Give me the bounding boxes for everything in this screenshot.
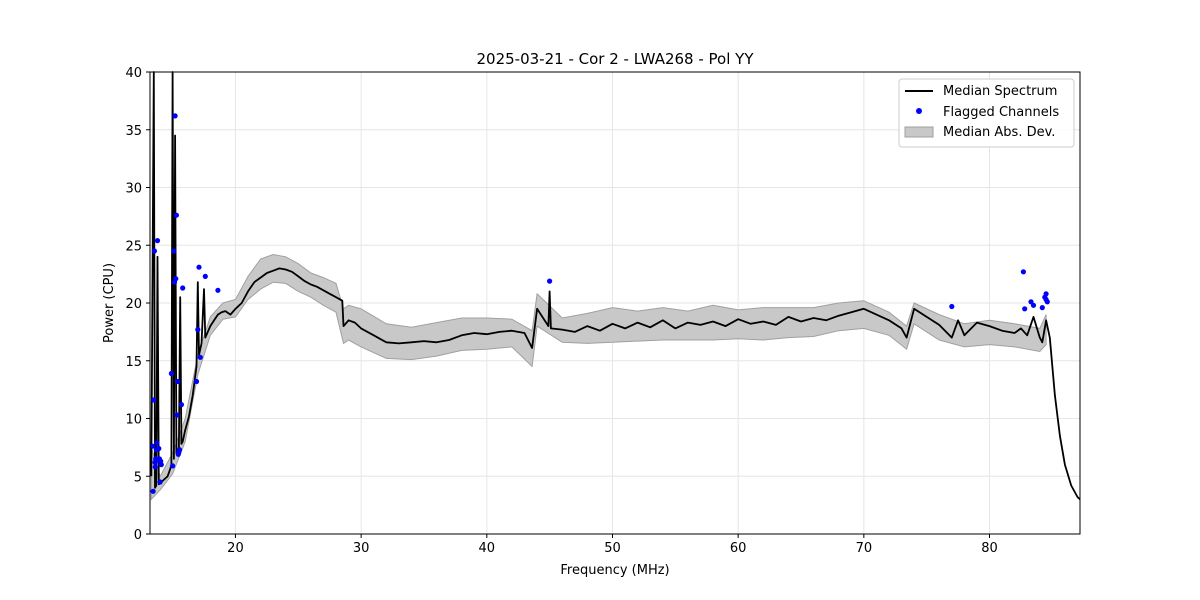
x-tick-label: 30 — [353, 541, 370, 556]
flagged-channel-point — [949, 303, 955, 310]
y-tick-label: 10 — [125, 413, 142, 428]
x-tick-label: 40 — [479, 541, 496, 556]
flagged-channel-point — [174, 412, 180, 418]
legend-mad-label: Median Abs. Dev. — [943, 125, 1055, 140]
x-tick-label: 20 — [227, 541, 244, 556]
flagged-channel-point — [180, 285, 186, 291]
flagged-channel-point — [154, 440, 160, 446]
legend-box — [898, 78, 1075, 148]
flagged-points-layer — [149, 113, 1050, 494]
flagged-channel-point — [170, 463, 176, 469]
flagged-channel-point — [195, 327, 201, 333]
flagged-channel-point — [1022, 306, 1028, 312]
flagged-channel-point — [173, 276, 179, 282]
legend-median-label: Median Spectrum — [943, 84, 1057, 99]
flagged-channel-point — [151, 248, 157, 254]
flagged-channel-point — [171, 248, 177, 254]
x-axis-label: Frequency (MHz) — [560, 563, 669, 578]
y-tick-label: 30 — [125, 182, 142, 197]
flagged-channel-point — [1039, 305, 1045, 311]
median-spectrum-line — [150, 71, 1081, 501]
x-tick-label: 60 — [730, 541, 747, 556]
flagged-channel-point — [215, 287, 221, 293]
median-line-layer — [150, 71, 1081, 501]
flagged-channel-point — [1043, 291, 1049, 297]
flagged-channel-point — [173, 212, 179, 218]
x-tick-label: 80 — [981, 541, 998, 556]
flagged-channel-point — [197, 354, 203, 360]
y-tick-label: 35 — [125, 124, 142, 139]
flagged-channel-point — [202, 273, 208, 279]
flagged-channel-point — [1030, 302, 1037, 308]
flagged-channel-point — [150, 488, 156, 494]
flagged-channel-point — [1044, 299, 1050, 305]
legend-flagged-label: Flagged Channels — [943, 105, 1059, 120]
chart-title: 2025-03-21 - Cor 2 - LWA268 - Pol YY — [477, 50, 755, 68]
flagged-channel-point — [149, 443, 156, 449]
mad-band-layer — [150, 253, 1047, 501]
y-axis-ticks: 0 5 10 15 20 25 30 35 40 — [125, 66, 150, 543]
flagged-channel-point — [193, 378, 200, 385]
flagged-channel-point — [196, 264, 202, 270]
flagged-channel-point — [158, 462, 164, 468]
flagged-channel-point — [175, 378, 181, 385]
flagged-channel-point — [151, 397, 157, 403]
flagged-channel-point — [178, 402, 184, 408]
flagged-channel-point — [156, 445, 162, 452]
flagged-channel-point — [154, 238, 161, 244]
x-tick-label: 50 — [604, 541, 621, 556]
legend-mad-swatch — [904, 126, 934, 138]
y-tick-label: 40 — [125, 66, 142, 81]
flagged-channel-point — [1020, 269, 1026, 275]
y-tick-label: 20 — [125, 297, 142, 312]
flagged-channel-point — [152, 464, 158, 470]
y-tick-label: 25 — [125, 239, 142, 254]
legend-flagged-swatch — [916, 108, 922, 114]
legend: Median Spectrum Flagged Channels Median … — [898, 78, 1075, 148]
x-tick-label: 70 — [856, 541, 873, 556]
y-tick-label: 0 — [134, 528, 142, 543]
flagged-channel-point — [172, 113, 178, 119]
flagged-channel-point — [157, 479, 163, 485]
y-tick-label: 15 — [125, 355, 142, 370]
flagged-channel-point — [176, 447, 183, 453]
flagged-channel-point — [547, 278, 553, 284]
x-axis-ticks: 20 30 40 50 60 70 80 — [227, 534, 998, 556]
y-tick-label: 5 — [134, 470, 142, 485]
y-axis-label: Power (CPU) — [102, 263, 117, 343]
mad-band — [150, 253, 1047, 501]
flagged-channel-point — [168, 370, 174, 377]
